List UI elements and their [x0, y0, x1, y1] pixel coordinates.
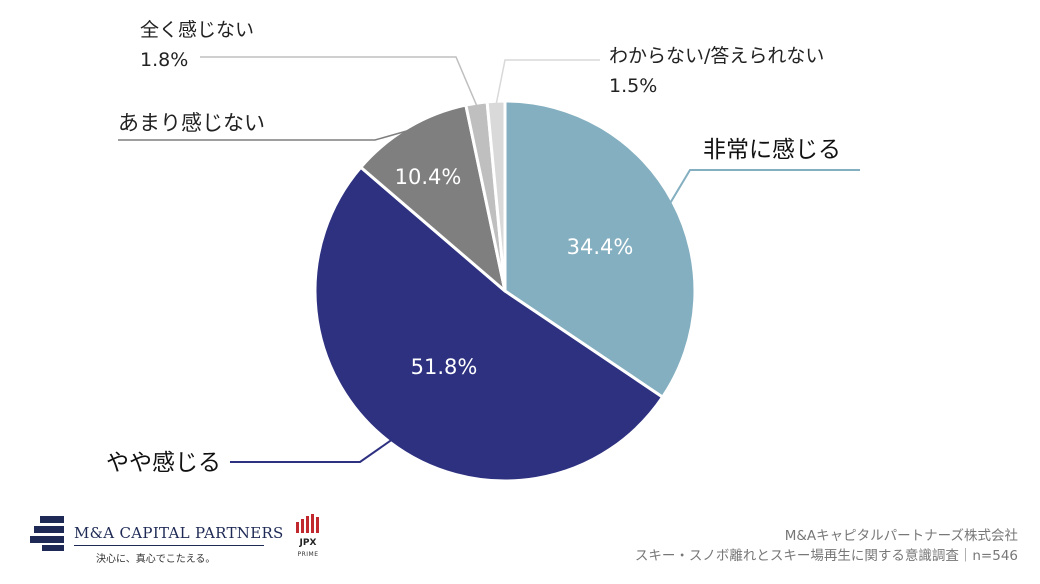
leader-line-わからない/答えられない [495, 59, 600, 105]
leader-line-やや感じる [230, 438, 393, 463]
company-logo: M&A CAPITAL PARTNERS 決心に、真心でこたえる。 [30, 512, 283, 572]
value-label-あまり感じない: 10.4% [395, 165, 462, 189]
jpx-prime-logo: JPX PRIME [285, 513, 331, 565]
pie-slice-あまり感じない [359, 103, 507, 293]
value-label-非常に感じる: 34.4% [567, 235, 634, 259]
pie-slices [313, 99, 697, 483]
jpx-sub-label: PRIME [297, 551, 319, 558]
source-survey: スキー・スノボ離れとスキー場再生に関する意識調査｜n=546 [634, 548, 1018, 564]
category-label-非常に感じる: 非常に感じる [703, 137, 841, 163]
logo-divider [74, 545, 264, 546]
company-tagline: 決心に、真心でこたえる。 [96, 554, 216, 565]
category-label-わからない: わからない/答えられない [609, 45, 824, 67]
source-company: M&Aキャピタルパートナーズ株式会社 [784, 528, 1018, 544]
pie-slice-非常に感じる [503, 99, 697, 399]
leader-line-非常に感じる [669, 169, 860, 204]
category-label-やや感じる: やや感じる [106, 450, 221, 476]
jpx-mark-icon [296, 514, 319, 533]
company-logo-text: M&A CAPITAL PARTNERS [74, 524, 284, 542]
leader-line-全く感じない [200, 56, 478, 107]
category-label-あまり感じない: あまり感じない [118, 111, 265, 135]
category-label-全く感じない: 全く感じない [140, 19, 254, 41]
outside-value-全く感じない: 1.8% [140, 49, 188, 71]
source-note: M&Aキャピタルパートナーズ株式会社 スキー・スノボ離れとスキー場再生に関する意… [635, 526, 1018, 566]
outside-value-わからない: 1.5% [609, 75, 657, 97]
leader-line-あまり感じない [118, 129, 410, 141]
company-logo-mark-icon [30, 516, 64, 551]
leader-lines [118, 56, 860, 463]
value-label-やや感じる: 51.8% [411, 355, 478, 379]
jpx-label: JPX [299, 538, 317, 548]
